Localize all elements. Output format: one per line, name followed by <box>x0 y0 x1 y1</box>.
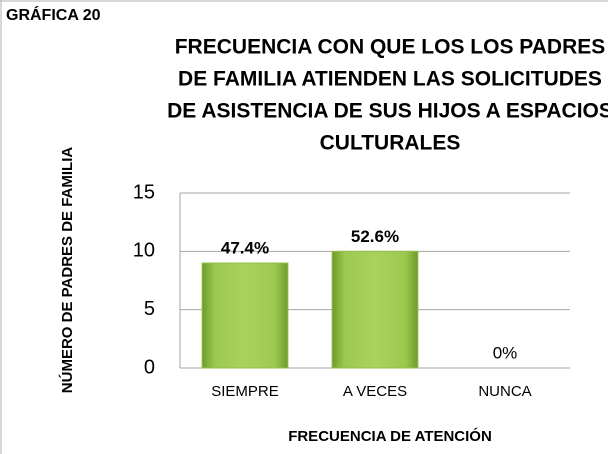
x-tick-label: NUNCA <box>478 383 531 400</box>
chart-title: DE ASISTENCIA DE SUS HIJOS A ESPACIOS <box>167 100 608 123</box>
x-axis-label: FRECUENCIA DE ATENCIÓN <box>288 427 492 445</box>
y-tick-label: 0 <box>144 356 155 378</box>
chart-title: FRECUENCIA CON QUE LOS LOS PADRES <box>175 36 606 59</box>
y-tick-label: 15 <box>133 181 155 203</box>
data-label: 52.6% <box>351 227 399 246</box>
chart-title: CULTURALES <box>320 132 461 155</box>
y-axis-label: NÚMERO DE PADRES DE FAMILIA <box>58 147 76 394</box>
data-label: 0% <box>493 343 518 362</box>
y-tick-label: 5 <box>144 298 155 320</box>
bar <box>331 250 419 369</box>
header: GRÁFICA 20 <box>6 5 101 24</box>
bar <box>201 262 289 369</box>
data-label: 47.4% <box>221 238 269 257</box>
x-tick-label: A VECES <box>343 383 407 400</box>
x-tick-label: SIEMPRE <box>211 383 279 400</box>
chart-title: DE FAMILIA ATIENDEN LAS SOLICITUDES <box>178 68 602 91</box>
y-tick-label: 10 <box>133 240 155 262</box>
